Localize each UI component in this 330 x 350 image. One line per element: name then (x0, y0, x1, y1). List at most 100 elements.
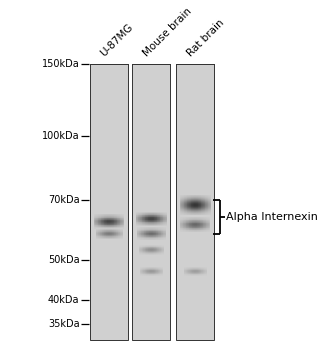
Bar (156, 228, 157, 229)
Bar (104, 226, 105, 228)
Bar (159, 229, 160, 230)
Bar (100, 231, 101, 232)
Bar (109, 219, 110, 220)
Bar (157, 221, 158, 222)
Bar (205, 201, 206, 202)
Bar (119, 238, 120, 239)
Bar (112, 230, 113, 231)
Bar (104, 220, 106, 221)
Bar (110, 235, 111, 236)
Bar (191, 272, 192, 273)
Bar (116, 228, 117, 229)
Bar (143, 218, 144, 219)
Bar (156, 234, 157, 235)
Bar (157, 216, 158, 217)
Bar (189, 268, 190, 269)
Bar (142, 249, 143, 250)
Bar (153, 269, 154, 270)
Bar (145, 272, 146, 273)
Bar (101, 219, 102, 220)
Bar (95, 228, 96, 229)
Bar (159, 252, 160, 253)
Bar (104, 236, 105, 237)
Bar (140, 252, 141, 253)
Bar (108, 230, 109, 231)
Bar (119, 232, 120, 233)
Bar (119, 237, 120, 238)
Bar (165, 224, 166, 225)
Bar (183, 217, 184, 218)
Bar (206, 231, 207, 232)
Bar (152, 253, 153, 254)
Bar (149, 269, 150, 270)
Bar (98, 222, 99, 223)
Bar (99, 214, 100, 215)
Bar (192, 267, 193, 268)
Bar (144, 251, 145, 252)
Bar (188, 212, 189, 213)
Bar (185, 199, 186, 200)
Bar (144, 272, 145, 273)
Bar (145, 222, 147, 223)
Bar (116, 217, 117, 218)
Bar (141, 251, 142, 252)
Bar (208, 208, 209, 209)
Bar (160, 267, 161, 268)
Bar (107, 218, 108, 219)
Bar (149, 271, 150, 272)
Bar (143, 249, 144, 250)
Bar (204, 206, 205, 207)
Bar (104, 228, 106, 229)
Bar (154, 219, 155, 220)
Bar (111, 226, 112, 228)
Bar (100, 226, 101, 228)
Bar (195, 269, 196, 270)
Bar (98, 235, 99, 236)
Bar (150, 253, 151, 254)
Bar (206, 218, 207, 219)
Bar (187, 209, 188, 210)
Bar (151, 247, 152, 248)
Bar (118, 237, 119, 238)
Bar (180, 202, 181, 203)
Bar (150, 238, 152, 239)
Bar (161, 272, 162, 273)
Bar (207, 227, 208, 228)
Bar (117, 233, 118, 234)
Bar (199, 273, 200, 274)
Bar (94, 223, 95, 224)
Bar (122, 222, 124, 223)
Bar (113, 233, 114, 234)
Bar (100, 226, 101, 227)
Bar (163, 223, 165, 224)
Bar (144, 237, 145, 238)
Bar (202, 225, 203, 226)
Bar (189, 274, 190, 275)
Bar (141, 272, 142, 273)
Bar (108, 223, 109, 224)
Bar (186, 228, 187, 229)
Bar (194, 227, 195, 228)
Bar (156, 271, 157, 272)
Bar (110, 221, 111, 222)
Bar (147, 235, 148, 236)
Bar (194, 227, 196, 228)
Bar (202, 226, 203, 228)
Bar (157, 269, 158, 270)
Bar (95, 227, 96, 228)
Bar (158, 230, 159, 231)
Bar (140, 245, 141, 246)
Bar (95, 219, 96, 220)
Bar (143, 245, 144, 246)
Bar (163, 239, 164, 240)
Bar (159, 248, 160, 250)
Bar (108, 232, 109, 233)
Bar (112, 219, 113, 220)
Bar (188, 196, 189, 197)
Bar (113, 224, 114, 225)
Bar (187, 207, 188, 208)
Bar (143, 253, 144, 254)
Bar (183, 213, 184, 214)
Bar (195, 272, 196, 273)
Bar (138, 238, 139, 239)
